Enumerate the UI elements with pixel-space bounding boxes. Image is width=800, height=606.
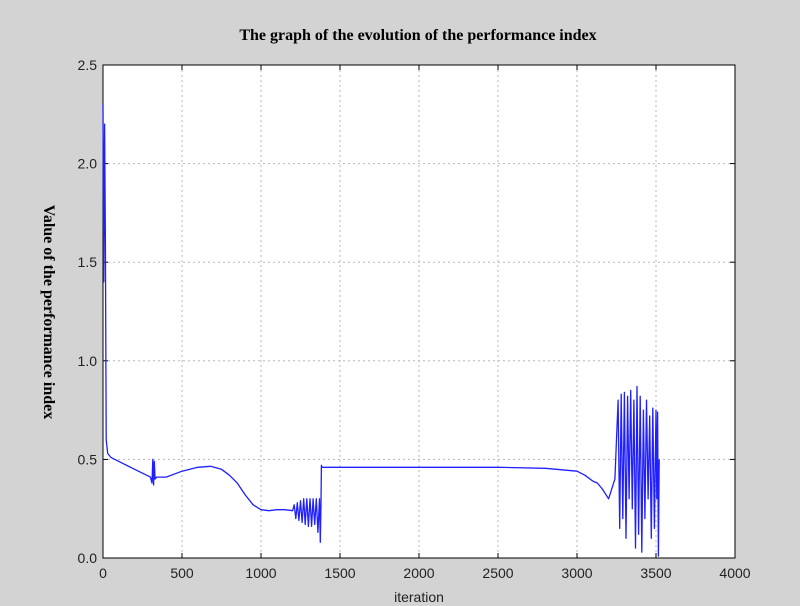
x-tick-label: 4000 (719, 565, 750, 581)
x-tick-label: 1000 (245, 565, 276, 581)
axis-ticks (102, 64, 736, 559)
x-tick-label: 2500 (482, 565, 513, 581)
x-axis-label: iteration (394, 589, 444, 605)
y-tick-label: 1.0 (78, 353, 98, 369)
x-tick-labels: 0 500 1000 1500 2000 2500 3000 3500 4000 (99, 565, 751, 581)
x-tick-label: 3000 (561, 565, 592, 581)
y-tick-label: 2.0 (78, 156, 98, 172)
y-tick-label: 1.5 (78, 254, 98, 270)
series-line (102, 104, 660, 557)
chart-title: The graph of the evolution of the perfor… (239, 27, 596, 44)
y-tick-label: 0.0 (78, 550, 98, 566)
y-axis-label: Value of the performance index (40, 205, 57, 420)
x-tick-label: 3500 (640, 565, 671, 581)
y-tick-label: 0.5 (78, 451, 98, 467)
y-tick-label: 2.5 (78, 57, 98, 73)
x-tick-label: 2000 (403, 565, 434, 581)
y-tick-labels: 0.0 0.5 1.0 1.5 2.0 2.5 (78, 57, 98, 566)
series-layer (102, 104, 660, 557)
x-tick-label: 0 (99, 565, 107, 581)
x-tick-label: 500 (170, 565, 194, 581)
x-tick-label: 1500 (324, 565, 355, 581)
